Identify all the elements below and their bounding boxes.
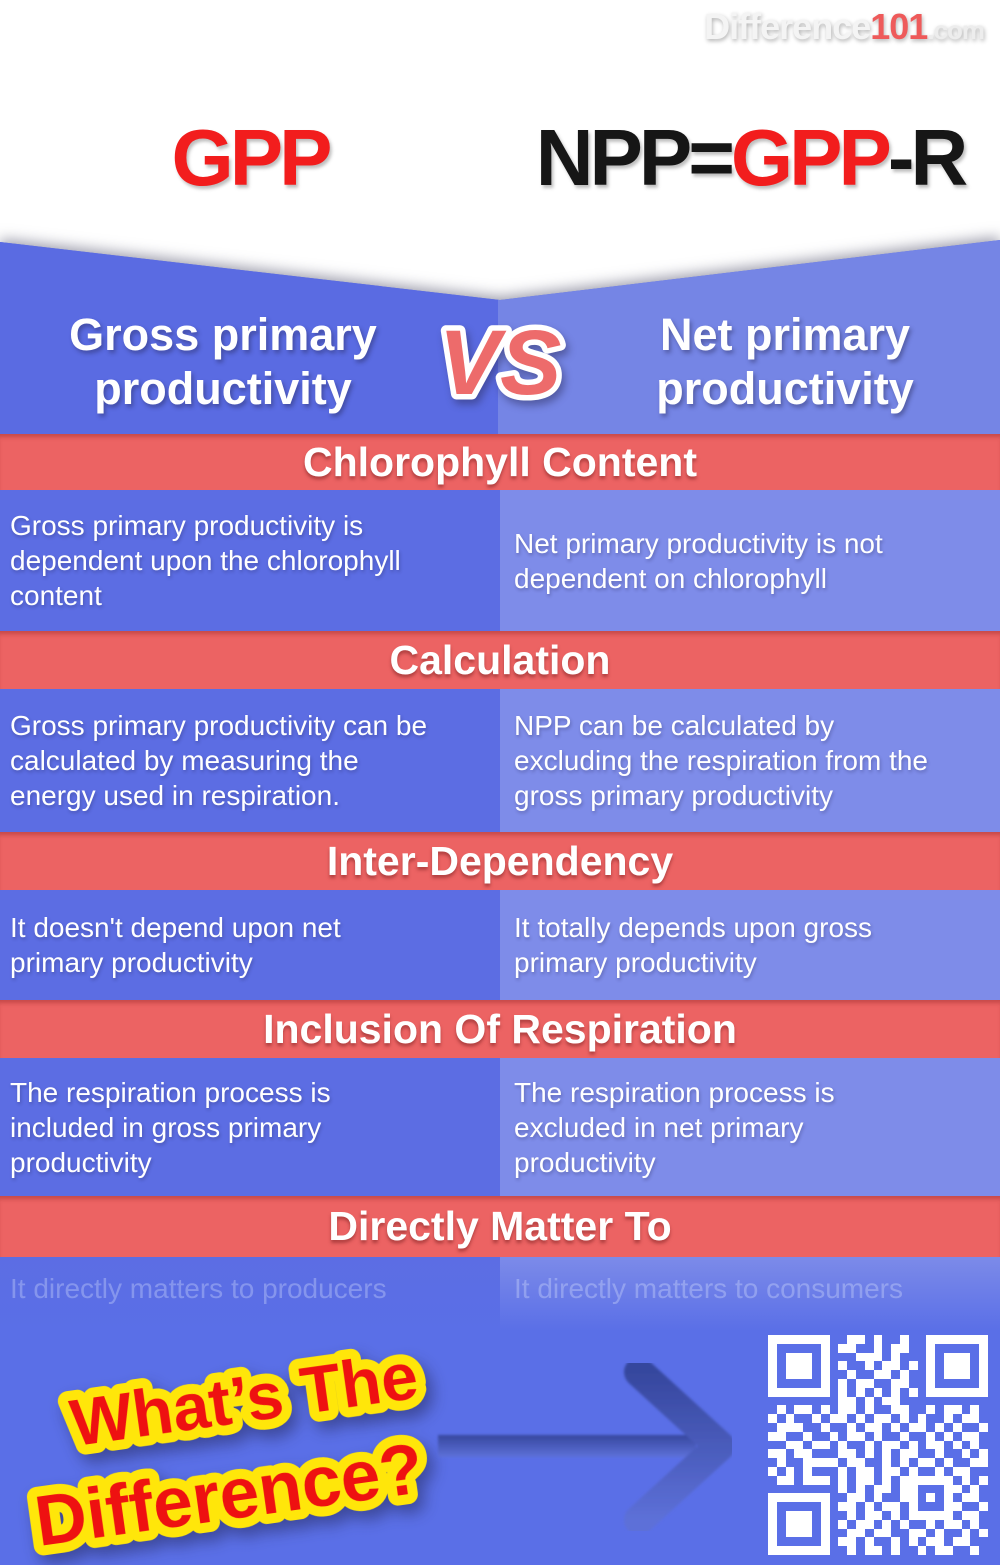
comparison-sections: Chlorophyll Content Gross primary product… [0,434,1000,1335]
comparison-row: Gross primary productivity is dependent … [0,490,1000,631]
gpp-cell: Gross primary productivity is dependent … [0,490,500,631]
footer-area: What’s The Difference? [0,1328,1000,1565]
text-segment: GPP [730,113,892,202]
npp-cell: The respiration process is excluded in n… [500,1058,1000,1196]
text-segment: .com [927,15,985,45]
top-formulas: GPP NPP=GPP-R [0,112,1000,204]
text-segment: 101 [870,6,928,47]
vs-banner: Gross primary productivity VS Net primar… [0,240,1000,434]
banner-title-left: Gross primary productivity [69,309,377,414]
comparison-row: It directly matters to producers It direc… [0,1257,1000,1335]
section-header: Calculation [0,631,1000,689]
section-header: Chlorophyll Content [0,434,1000,490]
vs-text: VS [439,312,562,414]
gpp-cell: The respiration process is included in g… [0,1058,500,1196]
text-segment: Difference [704,6,871,47]
gpp-formula: GPP [0,112,500,204]
section-header: Inclusion Of Respiration [0,1000,1000,1058]
text-segment: NPP= [535,113,735,202]
section-header: Inter-Dependency [0,832,1000,890]
gpp-cell: It doesn't depend upon net primary produ… [0,890,500,1000]
qr-code [768,1335,988,1555]
whats-the-difference-sticker: What’s The Difference? [20,1328,438,1565]
gpp-cell: It directly matters to producers [0,1257,500,1335]
npp-cell: Net primary productivity is not dependen… [500,490,1000,631]
section-header: Directly Matter To [0,1196,1000,1257]
npp-cell: It directly matters to consumers [500,1257,1000,1335]
vs-badge: VS [433,307,567,420]
npp-cell: It totally depends upon gross primary pr… [500,890,1000,1000]
comparison-row: The respiration process is included in g… [0,1058,1000,1196]
comparison-body: Gross primary productivity VS Net primar… [0,240,1000,1565]
comparison-row: Gross primary productivity can be calcul… [0,689,1000,832]
arrow-right-icon [438,1363,732,1531]
text-segment: -R [887,113,968,202]
comparison-row: It doesn't depend upon net primary produ… [0,890,1000,1000]
text-segment: GPP [171,113,333,202]
site-logo: Difference101.com [704,6,985,48]
npp-cell: NPP can be calculated by excluding the r… [500,689,1000,832]
gpp-cell: Gross primary productivity can be calcul… [0,689,500,832]
npp-formula: NPP=GPP-R [500,112,1000,204]
comparison-body-wrap: Gross primary productivity VS Net primar… [0,230,1000,1565]
banner-title-right: Net primary productivity [656,309,914,414]
